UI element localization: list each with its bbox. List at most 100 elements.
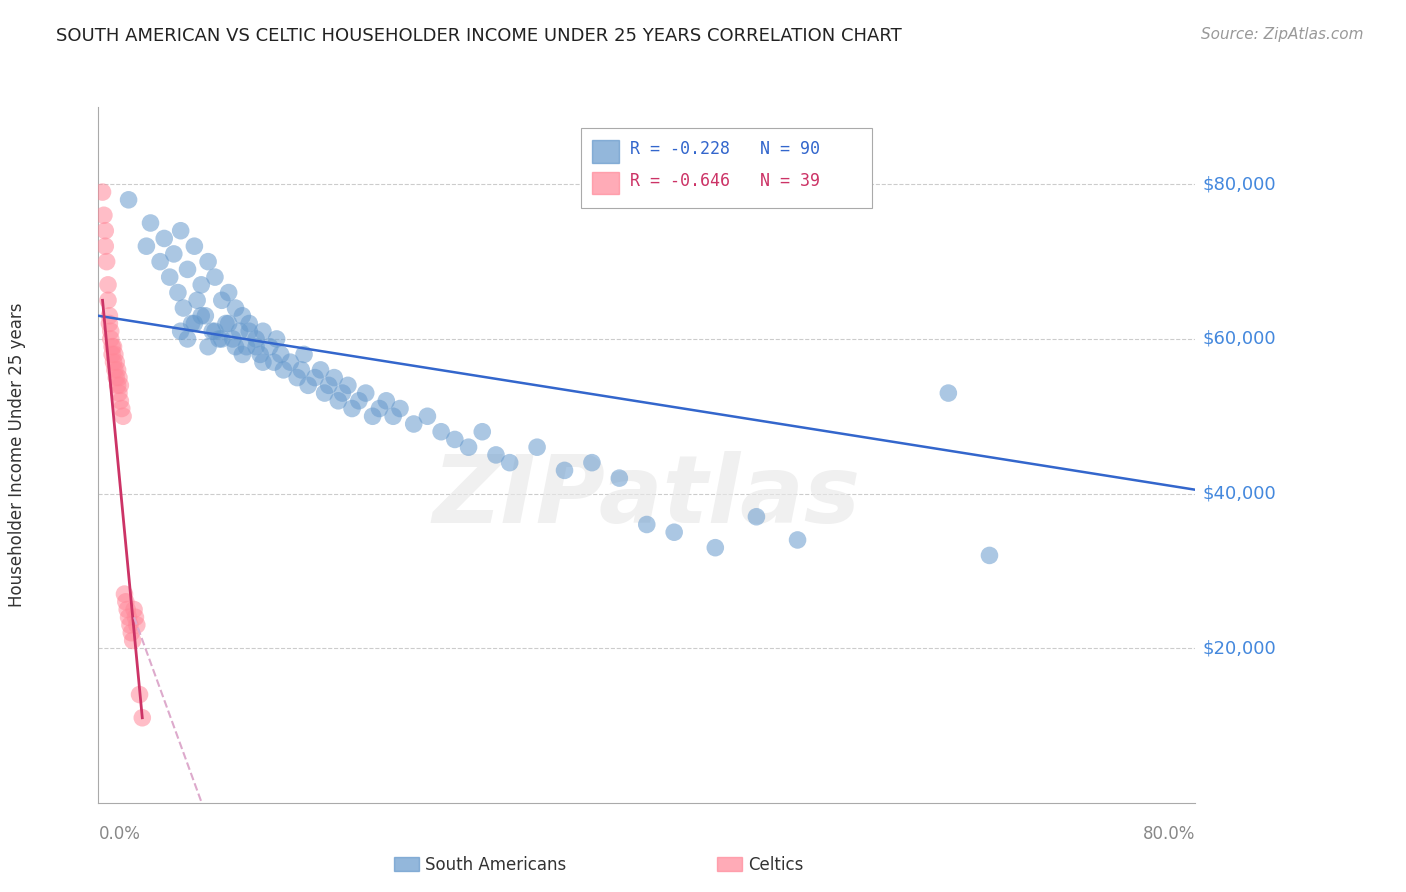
Point — [485, 448, 508, 462]
Point — [211, 293, 233, 308]
Point — [786, 533, 808, 547]
Point — [153, 231, 176, 245]
Text: ZIPatlas: ZIPatlas — [433, 450, 860, 542]
Point — [328, 393, 350, 408]
Point — [252, 355, 274, 369]
Point — [266, 332, 288, 346]
Point — [218, 285, 240, 300]
Text: $40,000: $40,000 — [1202, 484, 1275, 502]
Point — [194, 309, 217, 323]
Text: $60,000: $60,000 — [1202, 330, 1275, 348]
Text: R = -0.646   N = 39: R = -0.646 N = 39 — [630, 172, 820, 191]
Bar — [592, 172, 620, 194]
Point — [609, 471, 631, 485]
Point — [108, 386, 131, 401]
Point — [263, 355, 285, 369]
Point — [94, 239, 117, 253]
Point — [231, 309, 253, 323]
Point — [430, 425, 453, 439]
Point — [96, 254, 118, 268]
Point — [457, 440, 479, 454]
Point — [354, 386, 377, 401]
Point — [159, 270, 181, 285]
Point — [204, 270, 226, 285]
Point — [167, 285, 190, 300]
Point — [100, 324, 122, 338]
Point — [581, 456, 603, 470]
Point — [208, 332, 231, 346]
Point — [170, 224, 193, 238]
Point — [245, 332, 267, 346]
Bar — [592, 140, 620, 162]
Point — [280, 355, 302, 369]
Point — [111, 401, 134, 416]
Point — [340, 401, 363, 416]
Point — [170, 324, 193, 338]
Point — [114, 587, 136, 601]
Point — [186, 293, 208, 308]
Point — [238, 324, 260, 338]
Point — [336, 378, 359, 392]
Point — [235, 340, 257, 354]
Point — [664, 525, 686, 540]
Point — [938, 386, 960, 401]
Point — [402, 417, 425, 431]
Point — [245, 340, 267, 354]
Point — [323, 370, 346, 384]
Point — [259, 340, 281, 354]
Text: Source: ZipAtlas.com: Source: ZipAtlas.com — [1201, 27, 1364, 42]
Point — [176, 262, 198, 277]
Point — [121, 633, 143, 648]
Point — [180, 317, 202, 331]
Point — [163, 247, 186, 261]
Point — [139, 216, 162, 230]
Point — [471, 425, 494, 439]
Point — [499, 456, 522, 470]
Point — [107, 363, 129, 377]
Point — [183, 239, 205, 253]
Point — [285, 370, 308, 384]
Point — [290, 363, 312, 377]
Text: 0.0%: 0.0% — [98, 825, 141, 843]
Point — [368, 401, 391, 416]
Point — [98, 317, 121, 331]
Point — [249, 347, 271, 361]
Point — [273, 363, 295, 377]
Point — [190, 277, 212, 292]
Text: 80.0%: 80.0% — [1143, 825, 1195, 843]
Point — [318, 378, 340, 392]
Point — [197, 254, 219, 268]
Point — [416, 409, 439, 424]
Point — [215, 317, 238, 331]
Point — [117, 610, 139, 624]
Point — [104, 347, 127, 361]
Point — [128, 688, 150, 702]
Point — [91, 185, 114, 199]
Point — [172, 301, 194, 315]
Point — [110, 378, 132, 392]
Text: South Americans: South Americans — [425, 856, 565, 874]
Point — [93, 208, 115, 222]
Point — [105, 370, 128, 384]
Point — [117, 193, 139, 207]
Point — [97, 277, 120, 292]
Point — [201, 324, 224, 338]
Point — [388, 401, 412, 416]
Point — [197, 340, 219, 354]
Point — [118, 618, 141, 632]
Point — [332, 386, 354, 401]
Point — [183, 317, 205, 331]
Point — [225, 340, 247, 354]
Text: SOUTH AMERICAN VS CELTIC HOUSEHOLDER INCOME UNDER 25 YEARS CORRELATION CHART: SOUTH AMERICAN VS CELTIC HOUSEHOLDER INC… — [56, 27, 903, 45]
Point — [270, 347, 292, 361]
Point — [218, 317, 240, 331]
Point — [314, 386, 336, 401]
Point — [704, 541, 727, 555]
Point — [225, 301, 247, 315]
Point — [292, 347, 315, 361]
Point — [745, 509, 768, 524]
Point — [120, 625, 142, 640]
FancyBboxPatch shape — [581, 128, 872, 208]
Point — [131, 711, 153, 725]
Point — [103, 340, 125, 354]
